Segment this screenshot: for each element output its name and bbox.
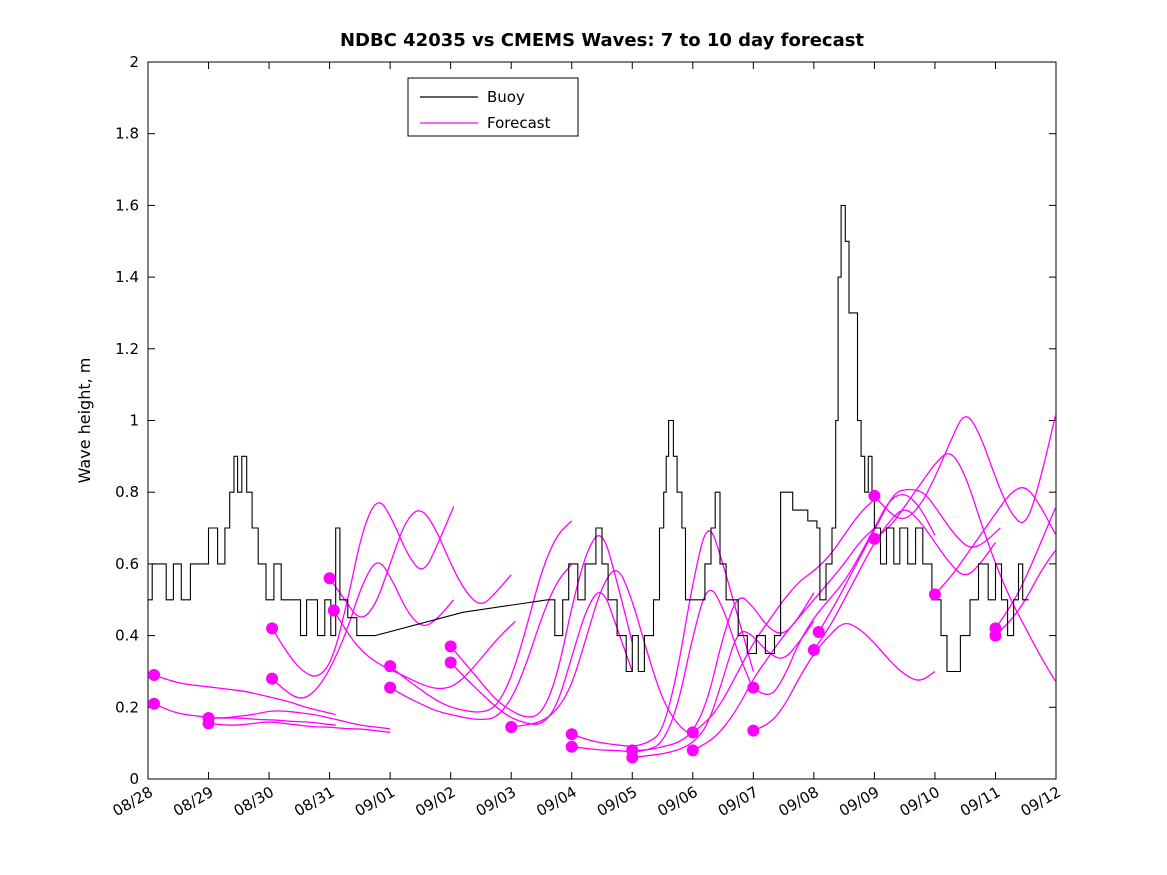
buoy-series <box>148 204 1029 673</box>
forecast-start-marker <box>989 629 1002 642</box>
forecast-run-11 <box>450 535 633 718</box>
forecast-run-28 <box>995 549 1056 637</box>
forecast-start-marker <box>266 672 279 685</box>
forecast-run-3 <box>208 710 391 730</box>
forecast-start-marker <box>868 489 881 502</box>
y-tick-label: 0.4 <box>115 627 139 645</box>
forecast-run-23 <box>818 488 1001 633</box>
y-tick-label: 1.6 <box>115 196 139 214</box>
legend-box <box>407 77 579 137</box>
forecast-start-marker <box>323 572 336 585</box>
forecast-run-21 <box>753 623 936 732</box>
y-axis: 0 0.2 0.4 0.6 0.8 1 1.2 1.4 1.6 1.8 2 <box>115 53 1056 788</box>
forecast-run-13 <box>511 570 694 737</box>
forecast-run-2 <box>153 703 336 726</box>
forecast-start-marker <box>444 640 457 653</box>
y-tick-label: 1.4 <box>115 268 139 286</box>
forecast-start-marker <box>444 656 457 669</box>
y-axis-label: Wave height, m <box>75 358 94 484</box>
forecast-run-20 <box>752 493 936 695</box>
y-tick-label: 1.2 <box>115 340 139 358</box>
plot-border <box>147 61 1057 780</box>
forecast-run-24 <box>873 413 1056 524</box>
forecast-start-marker <box>148 669 161 682</box>
forecast-run-27 <box>994 506 1056 629</box>
forecast-start-marker <box>148 697 161 710</box>
chart-title: NDBC 42035 vs CMEMS Waves: 7 to 10 day f… <box>340 30 864 51</box>
forecast-run-5 <box>271 502 455 677</box>
forecast-run-10 <box>389 563 573 721</box>
forecast-start-marker <box>747 681 760 694</box>
y-tick-label: 0.6 <box>115 555 139 573</box>
buoy-line-segment <box>547 204 1029 673</box>
y-tick-label: 1 <box>129 412 139 430</box>
forecast-start-marker <box>565 728 578 741</box>
forecast-run-16 <box>632 592 815 751</box>
forecast-start-markers <box>148 489 1002 764</box>
forecast-start-marker <box>327 604 340 617</box>
forecast-start-marker <box>868 532 881 545</box>
buoy-line-segment <box>148 455 375 637</box>
forecast-start-marker <box>928 588 941 601</box>
forecast-run-22 <box>813 509 997 651</box>
forecast-run-9 <box>389 520 573 713</box>
forecast-start-marker <box>686 726 699 739</box>
buoy-line-segment <box>374 599 548 637</box>
plot-area <box>148 204 1056 764</box>
forecast-run-26 <box>934 487 1056 595</box>
forecast-run-18 <box>692 498 875 733</box>
forecast-start-marker <box>505 721 518 734</box>
y-tick-label: 0.8 <box>115 483 139 501</box>
forecast-start-marker <box>565 740 578 753</box>
legend-label-forecast: Forecast <box>487 114 551 132</box>
forecast-run-7 <box>329 510 512 618</box>
legend: Buoy Forecast <box>407 77 579 137</box>
forecast-run-15 <box>571 589 754 753</box>
forecast-start-marker <box>384 660 397 673</box>
forecast-run-17 <box>632 620 815 759</box>
forecast-run-25 <box>874 453 1056 683</box>
forecast-start-marker <box>266 622 279 635</box>
legend-label-buoy: Buoy <box>487 88 525 106</box>
forecast-run-1 <box>153 674 336 716</box>
forecast-start-marker <box>747 724 760 737</box>
forecast-start-marker <box>686 744 699 757</box>
y-tick-label: 2 <box>129 53 139 71</box>
forecast-run-12 <box>450 591 633 726</box>
forecast-start-marker <box>812 626 825 639</box>
forecast-start-marker <box>807 643 820 656</box>
forecast-run-4 <box>208 721 391 734</box>
forecast-run-14 <box>571 530 754 747</box>
forecast-run-19 <box>692 527 875 751</box>
y-tick-label: 0 <box>129 770 139 788</box>
y-tick-label: 0.2 <box>115 698 139 716</box>
forecast-start-marker <box>384 681 397 694</box>
forecast-series <box>153 413 1056 759</box>
forecast-start-marker <box>626 751 639 764</box>
y-tick-label: 1.8 <box>115 125 139 143</box>
forecast-run-8 <box>333 610 516 690</box>
forecast-start-marker <box>202 717 215 730</box>
